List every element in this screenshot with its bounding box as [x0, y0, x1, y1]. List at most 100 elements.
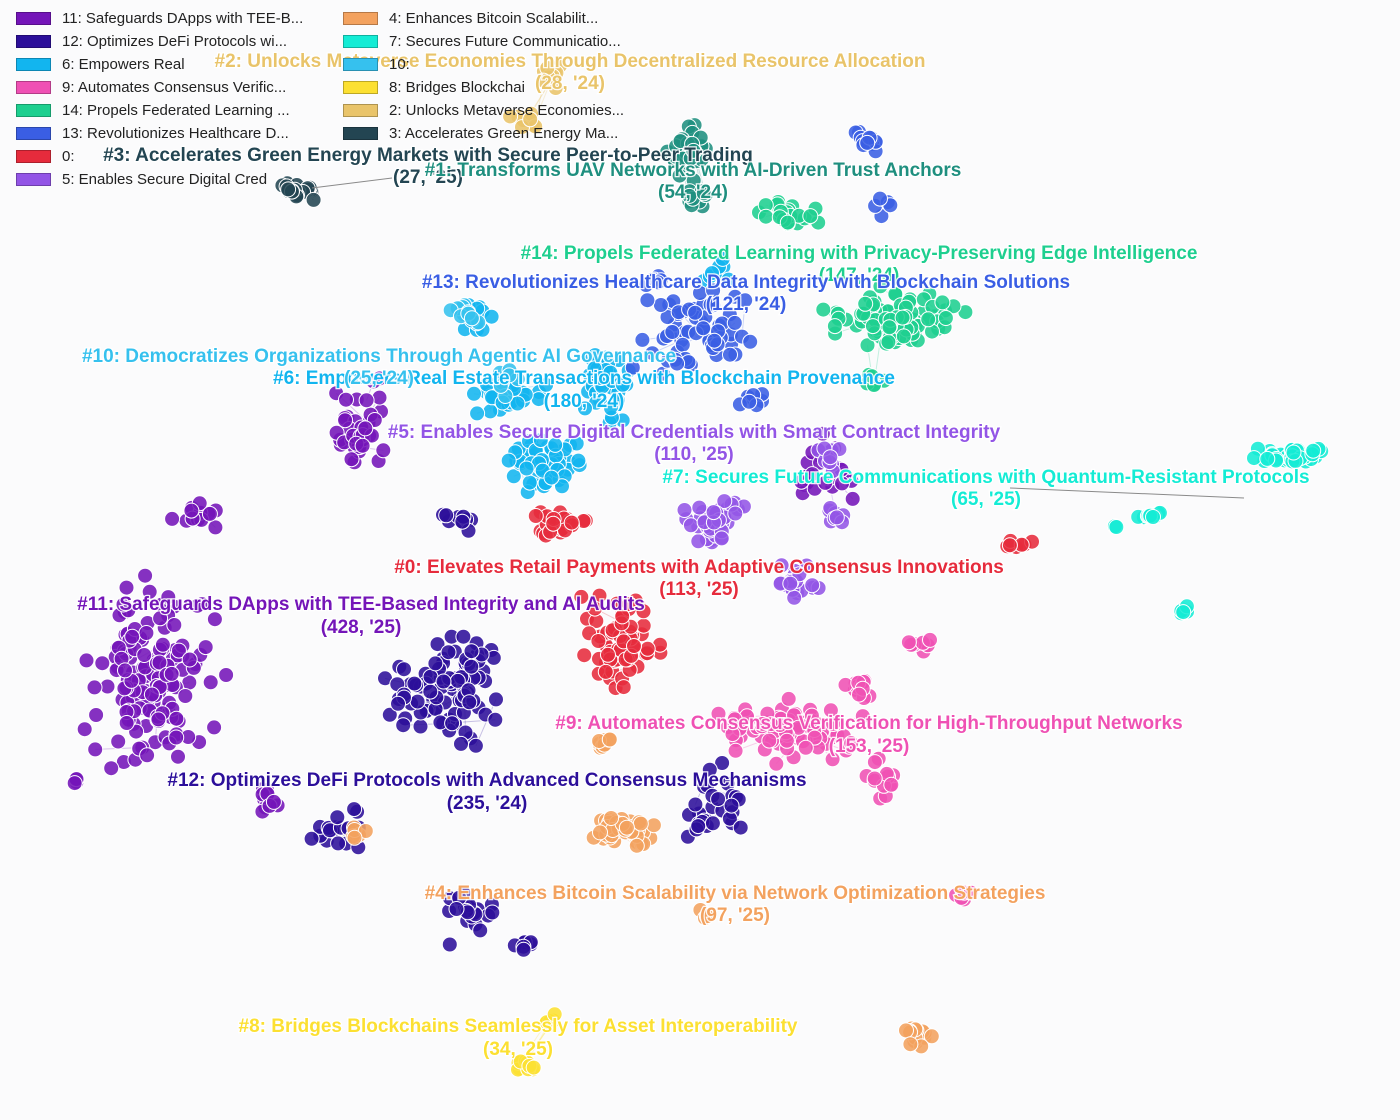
cluster-label-layer: #11: Safeguards DApps with TEE-Based Int…: [76, 50, 1311, 1062]
legend-label: 8: Bridges Blockchai: [389, 78, 525, 96]
data-point: [168, 710, 185, 727]
data-point: [880, 334, 897, 350]
cluster-count-label: (121, '24): [706, 294, 787, 315]
data-point: [88, 707, 105, 723]
data-point: [466, 385, 482, 402]
data-point: [720, 271, 737, 288]
legend-label: 10:: [389, 55, 410, 73]
data-point: [741, 393, 758, 410]
data-point: [859, 134, 876, 151]
data-point: [117, 662, 133, 679]
data-point: [160, 589, 177, 606]
cluster-label: #3: Accelerates Green Energy Markets wit…: [103, 145, 753, 166]
data-point: [472, 922, 489, 939]
cluster-label: #6: Empowers Real Estate Transactions wi…: [273, 368, 895, 389]
data-point: [118, 579, 135, 596]
series-points-7: [676, 440, 852, 606]
data-point: [716, 493, 733, 510]
data-point: [1001, 537, 1018, 554]
cluster-count-label: (34, '25): [483, 1039, 553, 1060]
legend-swatch: [16, 34, 51, 48]
data-point: [768, 755, 785, 772]
data-point: [706, 332, 723, 349]
data-point: [454, 513, 471, 530]
data-point: [94, 655, 111, 672]
cluster-label: #14: Propels Federated Learning with Pri…: [521, 243, 1198, 264]
data-point: [804, 577, 821, 594]
data-point: [737, 292, 754, 309]
legend-swatch: [343, 57, 378, 71]
legend-item: 11: Safeguards DApps with TEE-B...: [0, 8, 303, 28]
data-point: [390, 695, 406, 712]
data-point: [358, 392, 375, 409]
data-point: [265, 793, 282, 810]
data-point: [843, 735, 860, 752]
data-point: [201, 505, 218, 522]
legend-label: 6: Empowers Real: [62, 55, 185, 73]
legend-item: 12: Optimizes DeFi Protocols wi...: [0, 31, 287, 51]
data-point: [66, 775, 83, 792]
data-point: [727, 742, 744, 759]
data-point: [435, 673, 452, 690]
cluster-count-label: (65, '25): [951, 489, 1021, 510]
data-point: [962, 884, 979, 901]
data-point: [710, 791, 727, 808]
data-point: [602, 364, 619, 381]
series-points-4: [751, 194, 974, 393]
data-point: [695, 185, 712, 202]
data-point: [854, 708, 871, 725]
legend-item: 9: Automates Consensus Verific...: [0, 77, 286, 97]
data-point: [166, 617, 183, 633]
data-point: [207, 519, 224, 536]
legend-item: 5: Enables Secure Digital Cred: [0, 169, 267, 189]
data-point: [857, 295, 874, 312]
data-point: [676, 502, 693, 518]
cluster-count-label: (180, '24): [544, 391, 625, 412]
data-point: [597, 663, 614, 680]
data-point: [844, 490, 861, 507]
data-point: [690, 818, 707, 835]
data-point: [206, 719, 223, 736]
cluster-count-label: (110, '25): [654, 444, 734, 465]
series-points-5: [624, 123, 899, 414]
data-point: [547, 436, 564, 453]
data-point: [576, 647, 593, 664]
data-point: [467, 737, 484, 754]
data-point: [521, 474, 538, 491]
data-point: [615, 679, 632, 696]
data-point: [303, 830, 320, 847]
data-point: [538, 376, 555, 393]
data-point: [535, 72, 552, 89]
data-point: [170, 642, 187, 659]
data-point: [422, 683, 439, 700]
data-point: [330, 835, 347, 852]
data-point: [438, 507, 455, 524]
legend-label: 7: Secures Future Communicatio...: [389, 32, 621, 50]
data-point: [218, 667, 235, 683]
data-point: [346, 801, 363, 818]
data-point: [448, 901, 465, 917]
data-point: [621, 596, 638, 613]
data-point: [563, 514, 580, 531]
data-point: [86, 679, 103, 696]
data-point: [488, 691, 504, 708]
data-point: [138, 625, 155, 641]
data-point: [761, 732, 778, 749]
cluster-label: #7: Secures Future Communications with Q…: [662, 467, 1309, 488]
data-point: [406, 675, 423, 692]
series-points-9: [1106, 440, 1330, 622]
data-point: [183, 502, 200, 519]
data-point: [375, 442, 392, 459]
data-point: [1246, 450, 1262, 467]
data-point: [817, 474, 834, 491]
data-point: [103, 760, 120, 777]
data-point: [545, 515, 562, 532]
data-point: [626, 638, 642, 654]
series-points-3: [710, 631, 979, 908]
data-point: [543, 469, 560, 486]
legend-item: 14: Propels Federated Learning ...: [0, 100, 290, 120]
data-point: [825, 716, 842, 732]
data-point: [793, 473, 810, 490]
data-point: [634, 331, 651, 348]
data-point: [343, 451, 360, 468]
